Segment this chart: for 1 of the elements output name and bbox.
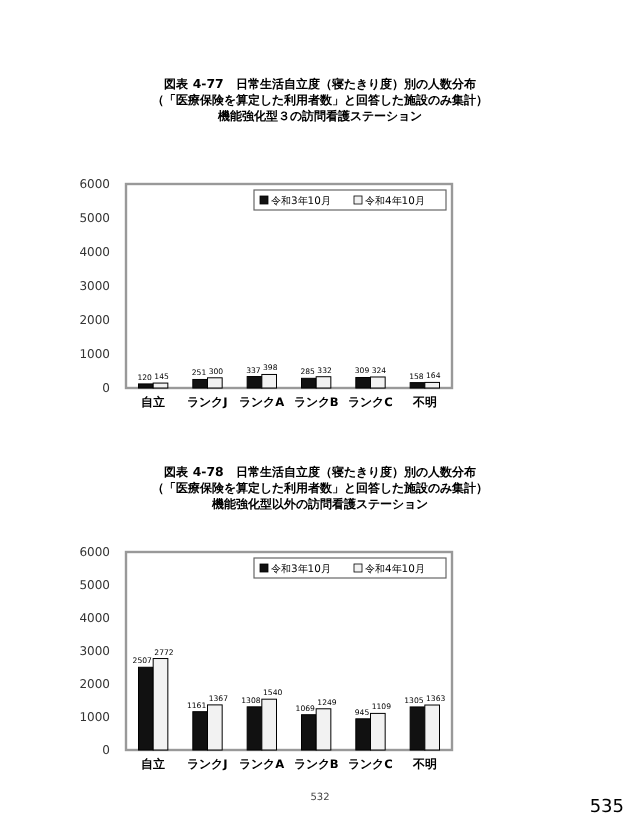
text: 535 — [589, 798, 624, 818]
